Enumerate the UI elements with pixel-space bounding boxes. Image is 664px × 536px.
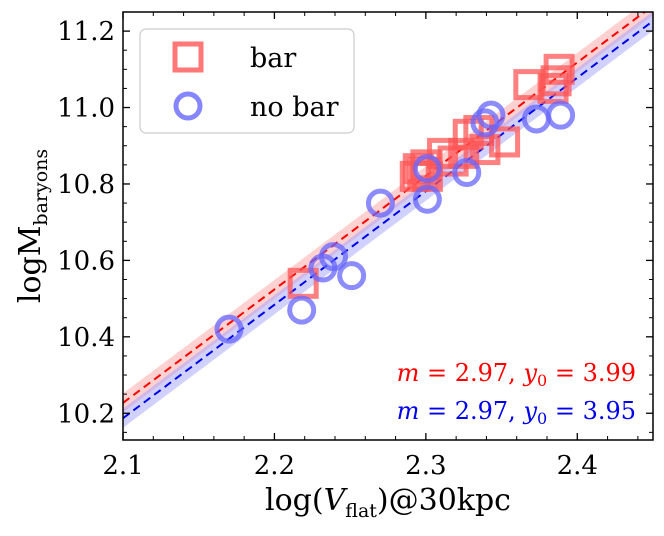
fit-annotation-no-bar-eq2: = — [547, 397, 582, 425]
y-axis-label-main: logM — [13, 226, 48, 304]
points-layer — [214, 53, 576, 344]
fit-annotation-bar-y-value: 3.99 — [583, 359, 636, 387]
fit-annotation-no-bar-m-value: 2.97 — [455, 397, 508, 425]
x-tick-label-1: 2.2 — [254, 451, 295, 481]
x-axis-label-var: V — [324, 483, 349, 518]
legend-frame — [139, 28, 355, 134]
y-tick-label-4: 11.0 — [57, 94, 115, 124]
fit-annotation-bar-m-value: 2.97 — [455, 359, 508, 387]
fit-annotation-bar-m: m — [397, 359, 420, 387]
legend-marker-no-bar — [173, 91, 203, 121]
bar-point-14 — [537, 72, 569, 104]
no-bar-point-4 — [337, 261, 367, 291]
y-tick-label-5: 11.2 — [57, 17, 115, 47]
fit-annotation-no-bar-y-value: 3.95 — [583, 397, 636, 425]
fit-annotation-bar: m = 2.97, y0 = 3.99 — [397, 359, 636, 390]
x-axis-label: log(Vflat)@30kpc — [265, 483, 511, 522]
legend-label-bar: bar — [250, 43, 296, 74]
y-tick-label-2: 10.6 — [57, 246, 115, 276]
x-tick-label-3: 2.4 — [557, 451, 598, 481]
fit-annotation-bar-y: y — [522, 359, 537, 387]
no-bar-point-5 — [365, 188, 395, 218]
x-tick-label-0: 2.1 — [102, 451, 143, 481]
no-bar-point-0 — [214, 314, 244, 344]
fit-annotation-bar-eq2: = — [547, 359, 582, 387]
ticks-layer: 2.1 2.2 2.3 2.4 10.2 10.4 10.6 10.8 11.0 11.2 — [57, 12, 653, 481]
no-bar-point-6 — [412, 184, 442, 214]
fit-annotation-no-bar: m = 2.97, y0 = 3.95 — [397, 397, 636, 428]
fit-annotation-no-bar-y: y — [522, 397, 537, 425]
y-axis-label: logMbaryons — [13, 149, 52, 303]
x-axis-label-sub: flat — [345, 500, 377, 522]
no-bar-point-7 — [412, 154, 442, 184]
fit-line-bar — [123, 12, 647, 404]
no-bar-point-3 — [318, 242, 348, 272]
no-bar-point-10 — [476, 100, 506, 130]
no-bar-point-12 — [546, 100, 576, 130]
y-tick-label-0: 10.2 — [57, 399, 115, 429]
y-axis-label-sub: baryons — [30, 149, 52, 226]
no-bar-point-8 — [452, 158, 482, 187]
bar-point-16 — [543, 53, 575, 85]
x-axis-label-post: )@30kpc — [377, 483, 511, 518]
fit-annotation-no-bar-y-sub: 0 — [537, 409, 547, 428]
no-bar-point-1 — [287, 295, 317, 325]
y-tick-label-1: 10.4 — [57, 323, 115, 353]
fit-annotation-bar-eq: = — [419, 359, 454, 387]
fit-annotation-no-bar-m: m — [397, 397, 420, 425]
legend-marker-bar — [172, 41, 204, 73]
plot-frame — [122, 11, 654, 441]
x-tick-label-2: 2.3 — [405, 451, 446, 481]
fit-annotation-bar-y-sub: 0 — [537, 371, 547, 390]
x-axis-label-pre: log( — [265, 483, 324, 518]
fit-annotation-bar-sep: , — [508, 359, 523, 387]
fit-annotation-no-bar-eq: = — [419, 397, 454, 425]
y-tick-label-3: 10.8 — [57, 170, 115, 200]
legend: bar no bar — [139, 28, 355, 134]
fit-annotation-no-bar-sep: , — [508, 397, 523, 425]
legend-label-no-bar: no bar — [250, 92, 339, 123]
bar-point-12 — [489, 126, 521, 158]
